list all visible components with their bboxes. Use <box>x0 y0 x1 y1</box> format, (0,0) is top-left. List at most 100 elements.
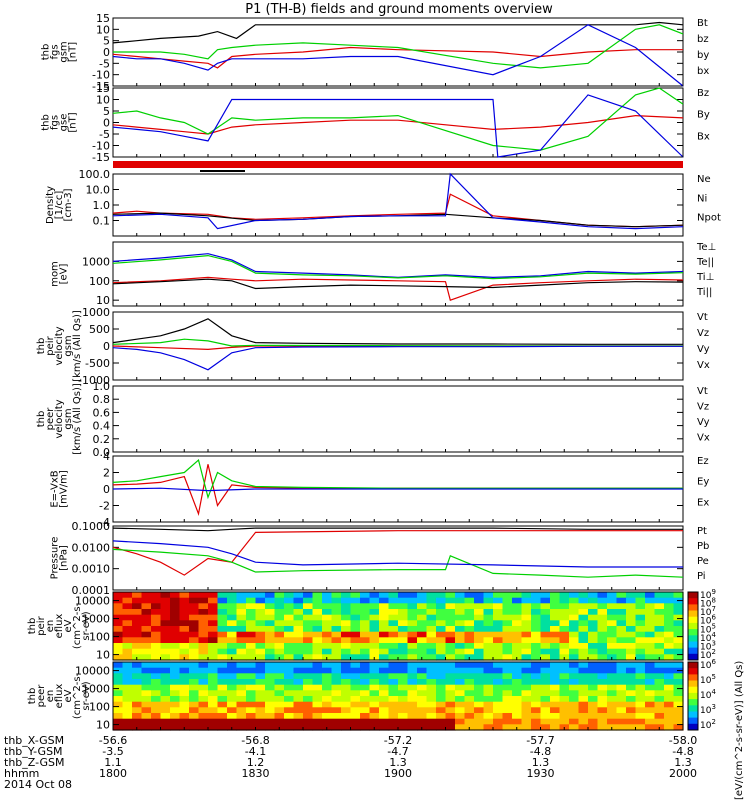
heatmap-cell <box>350 724 361 731</box>
heatmap-cell <box>360 718 371 725</box>
heatmap-cell <box>293 637 304 644</box>
legend-entry: Ti⊥ <box>696 272 714 283</box>
heatmap-cell <box>322 620 333 627</box>
heatmap-cell <box>588 631 599 638</box>
heatmap-cell <box>540 701 551 708</box>
y-tick-label: 0 <box>103 46 110 59</box>
heatmap-cell <box>236 707 247 714</box>
heatmap-cell <box>141 684 152 691</box>
heatmap-cell <box>588 679 599 686</box>
heatmap-cell <box>493 614 504 621</box>
colorbar-swatch <box>688 686 698 694</box>
heatmap-cell <box>455 673 466 680</box>
heatmap-cell <box>417 684 428 691</box>
heatmap-cell <box>141 662 152 669</box>
heatmap-cell <box>626 620 637 627</box>
heatmap-cell <box>407 620 418 627</box>
series-line-bx <box>112 24 684 87</box>
heatmap-cell <box>502 707 513 714</box>
heatmap-cell <box>360 626 371 633</box>
heatmap-cell <box>464 696 475 703</box>
heatmap-cell <box>312 603 323 610</box>
heatmap-cell <box>284 673 295 680</box>
heatmap-cell <box>673 626 684 633</box>
heatmap-cell <box>227 614 238 621</box>
heatmap-cell <box>645 654 656 661</box>
colorbar-swatch <box>688 680 698 688</box>
heatmap-cell <box>236 614 247 621</box>
heatmap-cell <box>578 643 589 650</box>
heatmap-cell <box>531 713 542 720</box>
heatmap-cell <box>388 724 399 731</box>
heatmap-cell <box>255 614 266 621</box>
heatmap-cell <box>246 643 257 650</box>
heatmap-cell <box>322 637 333 644</box>
heatmap-cell <box>132 614 143 621</box>
heatmap-cell <box>531 592 542 599</box>
heatmap-cell <box>274 662 285 669</box>
heatmap-cell <box>255 597 266 604</box>
heatmap-cell <box>293 648 304 655</box>
heatmap-cell <box>265 667 276 674</box>
heatmap-cell <box>227 643 238 650</box>
heatmap-cell <box>350 690 361 697</box>
heatmap-cell <box>303 631 314 638</box>
heatmap-cell <box>436 724 447 731</box>
heatmap-cell <box>654 609 665 616</box>
heatmap-cell <box>341 654 352 661</box>
y-axis-label: peer <box>45 407 56 431</box>
heatmap-cell <box>407 684 418 691</box>
heatmap-cell <box>588 637 599 644</box>
heatmap-cell <box>132 626 143 633</box>
heatmap-cell <box>626 696 637 703</box>
heatmap-cell <box>550 614 561 621</box>
heatmap-cell <box>521 667 532 674</box>
heatmap-cell <box>303 609 314 616</box>
heatmap-cell <box>559 609 570 616</box>
heatmap-cell <box>217 626 228 633</box>
heatmap-cell <box>160 696 171 703</box>
heatmap-cell <box>198 631 209 638</box>
legend-entry: Bz <box>697 88 709 99</box>
heatmap-cell <box>407 673 418 680</box>
heatmap-cell <box>350 592 361 599</box>
heatmap-cell <box>341 690 352 697</box>
heatmap-cell <box>483 667 494 674</box>
heatmap-cell <box>635 701 646 708</box>
y-axis-label: thb <box>41 114 52 131</box>
heatmap-cell <box>341 724 352 731</box>
legend-entry: Pb <box>697 541 709 552</box>
series-line-Vt <box>112 318 683 345</box>
heatmap-cell <box>265 684 276 691</box>
heatmap-cell <box>151 614 162 621</box>
heatmap-cell <box>398 667 409 674</box>
heatmap-cell <box>464 718 475 725</box>
heatmap-cell <box>369 620 380 627</box>
y-tick-label: 0.1000 <box>72 520 111 533</box>
heatmap-cell <box>246 631 257 638</box>
heatmap-cell <box>607 707 618 714</box>
heatmap-cell <box>502 643 513 650</box>
heatmap-cell <box>303 684 314 691</box>
heatmap-cell <box>654 679 665 686</box>
heatmap-cell <box>407 609 418 616</box>
heatmap-cell <box>217 690 228 697</box>
heatmap-cell <box>284 662 295 669</box>
heatmap-cell <box>483 637 494 644</box>
legend-entry: bx <box>697 66 709 77</box>
heatmap-cell <box>369 718 380 725</box>
heatmap-cell <box>265 707 276 714</box>
heatmap-cell <box>141 626 152 633</box>
heatmap-cell <box>189 648 200 655</box>
heatmap-cell <box>607 679 618 686</box>
heatmap-cell <box>436 701 447 708</box>
heatmap-cell <box>521 654 532 661</box>
heatmap-cell <box>217 718 228 725</box>
heatmap-cell <box>113 603 124 610</box>
heatmap-cell <box>170 718 181 725</box>
heatmap-cell <box>312 673 323 680</box>
heatmap-cell <box>369 603 380 610</box>
heatmap-cell <box>607 592 618 599</box>
colorbar-frame <box>687 661 699 731</box>
heatmap-cell <box>151 707 162 714</box>
